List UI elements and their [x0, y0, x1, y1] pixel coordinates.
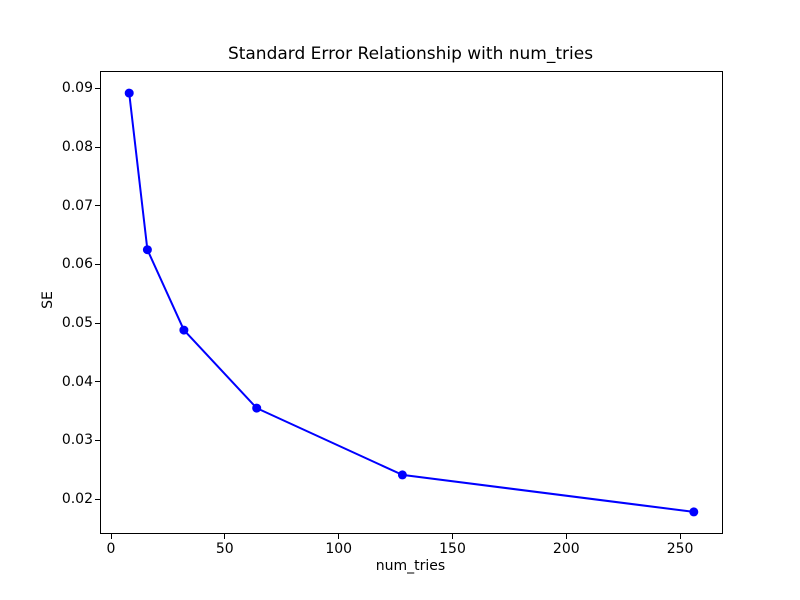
- x-tick-label: 100: [325, 541, 353, 557]
- y-tick-mark: [95, 381, 100, 383]
- y-tick-label: 0.08: [61, 139, 93, 156]
- y-tick-mark: [95, 205, 100, 207]
- y-tick-label: 0.05: [61, 315, 93, 331]
- x-axis-label: num_tries: [375, 558, 446, 574]
- x-tick-label: 0: [106, 541, 116, 557]
- x-tick-mark: [338, 534, 340, 539]
- x-tick-mark: [110, 534, 112, 539]
- line-series: [124, 88, 699, 517]
- y-tick-mark: [95, 498, 100, 500]
- y-tick-mark: [95, 322, 100, 324]
- x-tick-mark: [679, 534, 681, 539]
- data-point-marker: [142, 245, 152, 255]
- x-tick-mark: [565, 534, 567, 539]
- y-tick-label: 0.09: [61, 80, 93, 97]
- data-point-marker: [179, 325, 189, 335]
- y-tick-label: 0.03: [61, 432, 93, 449]
- y-tick-label: 0.07: [61, 197, 93, 214]
- x-tick-label: 200: [552, 541, 580, 557]
- y-tick-mark: [95, 439, 100, 441]
- data-point-marker: [252, 403, 262, 413]
- chart-title: Standard Error Relationship with num_tri…: [227, 44, 594, 64]
- data-point-marker: [124, 88, 134, 98]
- x-tick-mark: [452, 534, 453, 539]
- plot-area: [100, 71, 723, 534]
- data-point-marker: [689, 507, 699, 517]
- y-tick-mark: [95, 87, 100, 89]
- x-tick-label: 150: [439, 541, 466, 557]
- y-tick-label: 0.02: [61, 491, 93, 507]
- y-tick-mark: [95, 146, 100, 148]
- y-axis-label: SE: [40, 291, 56, 309]
- data-point-marker: [397, 470, 407, 480]
- x-tick-label: 250: [666, 541, 694, 557]
- y-tick-label: 0.04: [61, 373, 93, 390]
- x-tick-label: 50: [215, 541, 234, 557]
- y-tick-mark: [95, 263, 100, 265]
- y-tick-label: 0.06: [61, 256, 93, 273]
- series-line: [128, 92, 694, 513]
- x-tick-mark: [224, 534, 226, 539]
